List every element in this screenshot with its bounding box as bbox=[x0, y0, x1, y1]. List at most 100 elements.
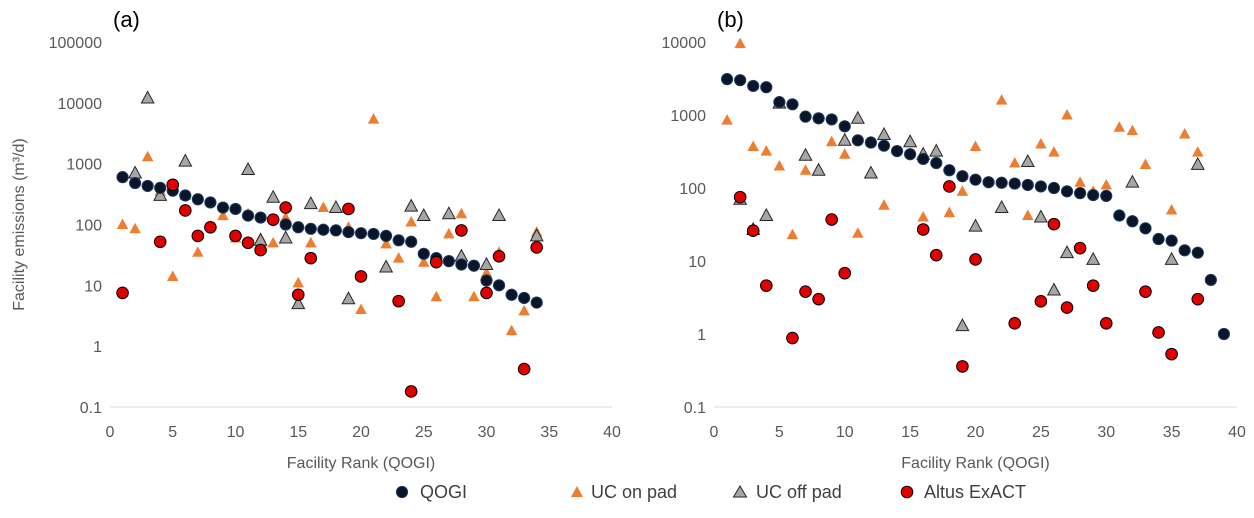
qogi-point bbox=[505, 288, 518, 301]
qogi-point bbox=[367, 227, 380, 241]
qogi-point bbox=[969, 173, 982, 186]
uc-on-pad-point bbox=[129, 222, 141, 234]
uc-off-pad-point bbox=[850, 110, 865, 124]
altus-exact-point bbox=[166, 178, 180, 192]
qogi-point bbox=[141, 179, 154, 193]
qogi-point bbox=[304, 222, 317, 235]
x-tick-label: 10 bbox=[836, 424, 854, 441]
qogi-point bbox=[254, 211, 267, 224]
qogi-point bbox=[154, 181, 167, 194]
altus-exact-point bbox=[455, 224, 468, 237]
qogi-point bbox=[518, 291, 531, 305]
y-tick-label: 10 bbox=[84, 278, 102, 295]
uc-off-pad-point bbox=[994, 199, 1009, 213]
altus-exact-point bbox=[254, 243, 267, 257]
y-tick-label: 1 bbox=[93, 339, 102, 356]
qogi-point bbox=[354, 227, 368, 240]
uc-off-pad-point bbox=[240, 161, 256, 176]
panel-label: (b) bbox=[717, 7, 744, 32]
legend-label: UC off pad bbox=[756, 482, 842, 502]
altus-exact-point bbox=[1034, 295, 1048, 308]
uc-on-pad-point bbox=[443, 227, 455, 239]
qogi-point bbox=[530, 296, 543, 309]
qogi-point bbox=[904, 148, 917, 161]
qogi-point bbox=[317, 223, 330, 236]
uc-on-pad-point bbox=[839, 148, 851, 159]
x-tick-label: 0 bbox=[106, 424, 115, 441]
altus-exact-point bbox=[746, 224, 760, 238]
legend: QOGI UC on pad UC off pad Altus ExACT bbox=[395, 482, 1026, 502]
altus-exact-point bbox=[530, 241, 544, 254]
y-axis-title: Facility emissions (m³/d) bbox=[11, 138, 28, 310]
uc-on-pad-point bbox=[167, 270, 179, 281]
uc-on-pad-point bbox=[760, 145, 773, 156]
uc-off-pad-point bbox=[253, 232, 268, 246]
uc-off-pad-point bbox=[153, 187, 168, 201]
qogi-point bbox=[995, 176, 1008, 189]
uc-off-pad-point bbox=[1059, 245, 1075, 259]
legend-item-altus-exact: Altus ExACT bbox=[900, 482, 1026, 502]
altus-exact-point bbox=[116, 286, 129, 300]
qogi-point bbox=[720, 73, 734, 86]
x-tick-label: 25 bbox=[415, 424, 433, 441]
uc-off-pad-point bbox=[837, 132, 852, 146]
y-tick-label: 100000 bbox=[49, 35, 102, 52]
uc-off-pad-point bbox=[863, 165, 878, 179]
uc-on-pad-point bbox=[747, 140, 759, 152]
qogi-point bbox=[825, 113, 838, 126]
altus-exact-point bbox=[392, 294, 405, 308]
uc-on-pad-point bbox=[392, 252, 405, 263]
uc-on-pad-point bbox=[773, 160, 786, 171]
altus-exact-point bbox=[1191, 292, 1205, 306]
uc-off-pad-point bbox=[328, 199, 343, 213]
series-altus-exact bbox=[733, 180, 1205, 373]
uc-on-pad-point bbox=[943, 206, 956, 218]
qogi-point bbox=[380, 229, 393, 242]
qogi-point bbox=[1021, 178, 1034, 192]
uc-on-pad-point bbox=[1139, 158, 1152, 169]
series-uc-off-pad bbox=[128, 90, 544, 310]
qogi-point bbox=[1113, 209, 1126, 222]
uc-off-pad-point bbox=[303, 196, 318, 210]
altus-exact-point bbox=[229, 229, 242, 243]
altus-exact-point bbox=[838, 266, 852, 280]
qogi-point bbox=[1060, 185, 1074, 198]
altus-exact-point bbox=[191, 229, 205, 243]
qogi-point bbox=[1047, 181, 1061, 195]
legend-marker bbox=[732, 485, 748, 498]
qogi-point bbox=[786, 98, 799, 111]
uc-off-pad-point bbox=[876, 126, 892, 140]
qogi-point bbox=[116, 171, 129, 184]
x-axis-title: Facility Rank (QOGI) bbox=[901, 455, 1049, 472]
x-tick-label: 35 bbox=[540, 424, 558, 441]
qogi-point bbox=[417, 247, 430, 260]
x-tick-label: 5 bbox=[168, 424, 177, 441]
panel-b: 0 5 10 15 20 25 30 35 40 0.1 1 10 100 1000 10000 Facili… bbox=[662, 7, 1247, 472]
uc-off-pad-point bbox=[929, 143, 944, 157]
series-qogi bbox=[720, 73, 1231, 341]
uc-off-pad-point bbox=[1033, 209, 1048, 223]
series-uc-off-pad bbox=[733, 95, 1205, 332]
legend-marker bbox=[395, 485, 409, 499]
uc-off-pad-point bbox=[1164, 251, 1179, 265]
uc-off-pad-point bbox=[1086, 251, 1101, 265]
qogi-point bbox=[129, 176, 142, 190]
uc-on-pad-point bbox=[305, 236, 317, 248]
qogi-point bbox=[760, 81, 773, 94]
qogi-point bbox=[191, 193, 204, 206]
y-tick-label: 100 bbox=[75, 218, 102, 235]
altus-exact-point bbox=[969, 253, 982, 266]
qogi-point bbox=[442, 255, 455, 268]
altus-exact-point bbox=[241, 236, 255, 250]
qogi-point bbox=[747, 79, 760, 93]
uc-on-pad-point bbox=[1074, 176, 1086, 187]
altus-exact-point bbox=[1099, 317, 1113, 330]
uc-on-pad-point bbox=[1126, 124, 1139, 136]
qogi-point bbox=[241, 209, 255, 222]
x-tick-label: 40 bbox=[1228, 424, 1246, 441]
uc-on-pad-point bbox=[1192, 146, 1204, 157]
qogi-point bbox=[956, 170, 969, 183]
altus-exact-point bbox=[204, 220, 217, 234]
uc-on-pad-point bbox=[917, 211, 929, 222]
uc-off-pad-point bbox=[178, 153, 193, 167]
